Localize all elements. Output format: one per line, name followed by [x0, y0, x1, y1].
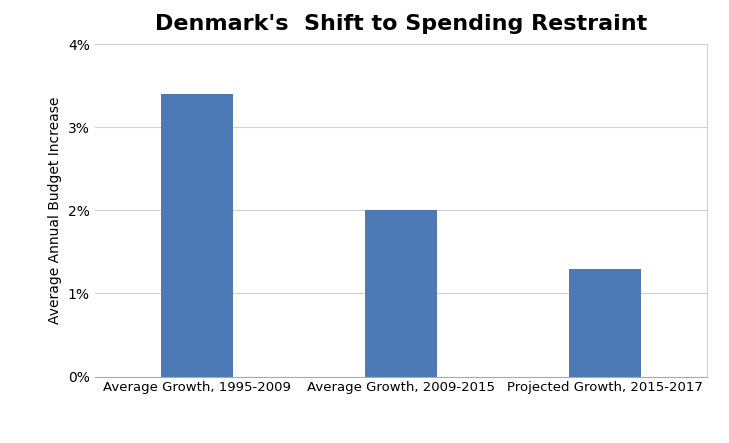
Bar: [569, 268, 641, 377]
Y-axis label: Average Annual Budget Increase: Average Annual Budget Increase: [48, 97, 63, 324]
Bar: [161, 94, 233, 377]
Title: Denmark's  Shift to Spending Restraint: Denmark's Shift to Spending Restraint: [155, 15, 647, 35]
Bar: [365, 210, 437, 377]
